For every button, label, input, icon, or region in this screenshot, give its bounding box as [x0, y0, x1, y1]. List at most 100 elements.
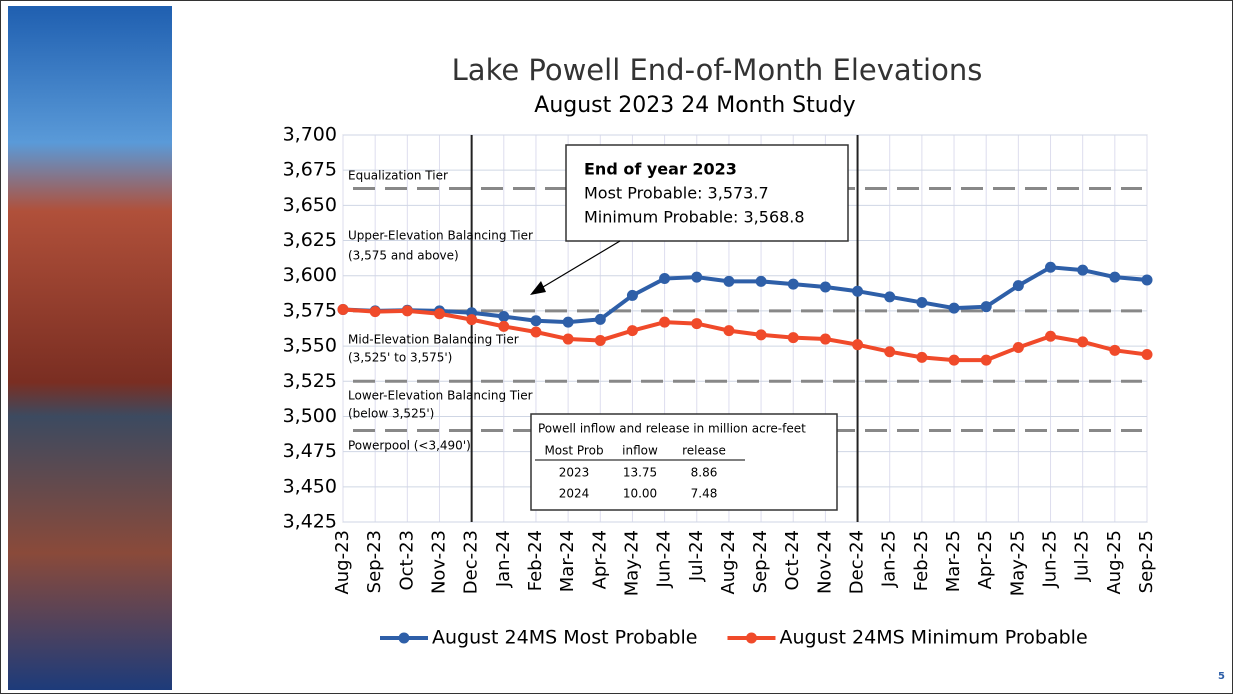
data-point	[1077, 265, 1088, 276]
data-point	[981, 301, 992, 312]
data-point	[1045, 331, 1056, 342]
x-tick-label: Apr-24	[589, 530, 610, 589]
y-tick-label: 3,600	[283, 264, 337, 286]
data-point	[949, 303, 960, 314]
data-point	[563, 317, 574, 328]
data-point	[627, 325, 638, 336]
y-tick-label: 3,525	[283, 370, 337, 392]
x-tick-label: Jun-24	[654, 530, 675, 589]
data-point	[691, 318, 702, 329]
y-tick-label: 3,700	[283, 124, 337, 146]
legend-label: August 24MS Most Probable	[432, 627, 697, 649]
y-tick-label: 3,650	[283, 194, 337, 216]
data-point	[1077, 336, 1088, 347]
chart-subtitle: August 2023 24 Month Study	[534, 93, 855, 118]
x-tick-label: Sep-25	[1136, 530, 1157, 593]
y-tick-label: 3,475	[283, 440, 337, 462]
slide: Lake Powell End-of-Month Elevations Augu…	[0, 0, 1233, 694]
table-cell: 2024	[559, 487, 590, 501]
data-point	[884, 346, 895, 357]
y-tick-label: 3,425	[283, 511, 337, 533]
data-point	[338, 304, 349, 315]
table-cell: 8.86	[691, 466, 718, 480]
y-tick-label: 3,675	[283, 159, 337, 181]
data-point	[820, 334, 831, 345]
x-tick-label: Feb-25	[911, 530, 932, 591]
data-point	[788, 279, 799, 290]
callout-line: Minimum Probable: 3,568.8	[584, 208, 805, 227]
x-tick-label: Sep-24	[750, 530, 771, 593]
x-tick-label: Aug-23	[332, 530, 353, 595]
data-point	[691, 272, 702, 283]
tier-label: (3,575 and above)	[348, 249, 459, 263]
x-tick-label: Dec-24	[847, 530, 868, 594]
table-header: inflow	[622, 444, 658, 458]
legend-label: August 24MS Minimum Probable	[779, 627, 1087, 649]
tier-label: Equalization Tier	[348, 169, 448, 183]
x-tick-label: Nov-23	[428, 530, 449, 594]
y-tick-label: 3,450	[283, 475, 337, 497]
x-tick-label: Jul-25	[1072, 530, 1093, 582]
table-cell: 7.48	[691, 487, 718, 501]
data-point	[756, 329, 767, 340]
x-tick-label: Mar-24	[557, 530, 578, 592]
data-point	[852, 339, 863, 350]
tier-label: Mid-Elevation Balancing Tier	[348, 333, 519, 347]
x-tick-label: Jul-24	[686, 530, 707, 582]
data-point	[498, 321, 509, 332]
data-point	[756, 276, 767, 287]
canyon-image	[8, 6, 172, 690]
x-tick-label: Dec-23	[461, 530, 482, 594]
x-tick-label: Mar-25	[943, 530, 964, 592]
tier-label: Upper-Elevation Balancing Tier	[348, 229, 533, 243]
data-point	[788, 332, 799, 343]
page-number: 5	[1218, 671, 1225, 682]
data-point	[916, 352, 927, 363]
data-point	[1013, 342, 1024, 353]
data-point	[659, 317, 670, 328]
data-point	[402, 305, 413, 316]
y-tick-label: 3,550	[283, 335, 337, 357]
data-point	[595, 335, 606, 346]
table-header: Most Prob	[544, 444, 603, 458]
data-point	[1109, 272, 1120, 283]
data-point	[370, 306, 381, 317]
data-point	[1109, 345, 1120, 356]
x-tick-label: May-25	[1007, 530, 1028, 596]
table-cell: 2023	[559, 466, 590, 480]
table-cell: 10.00	[623, 487, 657, 501]
x-tick-label: Feb-24	[525, 530, 546, 591]
tier-label: (3,525' to 3,575')	[348, 351, 452, 365]
table-title: Powell inflow and release in million acr…	[538, 422, 806, 436]
data-point	[916, 297, 927, 308]
x-tick-label: Apr-25	[975, 530, 996, 589]
x-tick-label: Aug-24	[718, 530, 739, 595]
x-tick-label: Oct-24	[782, 530, 803, 591]
data-point	[884, 291, 895, 302]
table-cell: 13.75	[623, 466, 657, 480]
data-point	[530, 327, 541, 338]
x-tick-label: May-24	[621, 530, 642, 596]
x-tick-label: Oct-23	[396, 530, 417, 591]
x-tick-label: Jan-25	[879, 530, 900, 588]
data-point	[981, 355, 992, 366]
data-point	[563, 334, 574, 345]
tier-label: Powerpool (<3,490')	[348, 439, 471, 453]
x-tick-label: Aug-25	[1104, 530, 1125, 595]
data-point	[723, 325, 734, 336]
data-point	[466, 314, 477, 325]
data-point	[1045, 262, 1056, 273]
data-point	[1142, 349, 1153, 360]
y-tick-label: 3,575	[283, 299, 337, 321]
tier-label: (below 3,525')	[348, 407, 434, 421]
legend-marker	[746, 633, 757, 644]
data-point	[1013, 280, 1024, 291]
table-header: release	[682, 444, 726, 458]
x-tick-label: Jun-25	[1040, 530, 1061, 589]
data-point	[530, 315, 541, 326]
data-point	[434, 308, 445, 319]
x-tick-label: Nov-24	[814, 530, 835, 594]
data-point	[627, 290, 638, 301]
x-tick-label: Jan-24	[493, 530, 514, 588]
x-tick-label: Sep-23	[364, 530, 385, 593]
